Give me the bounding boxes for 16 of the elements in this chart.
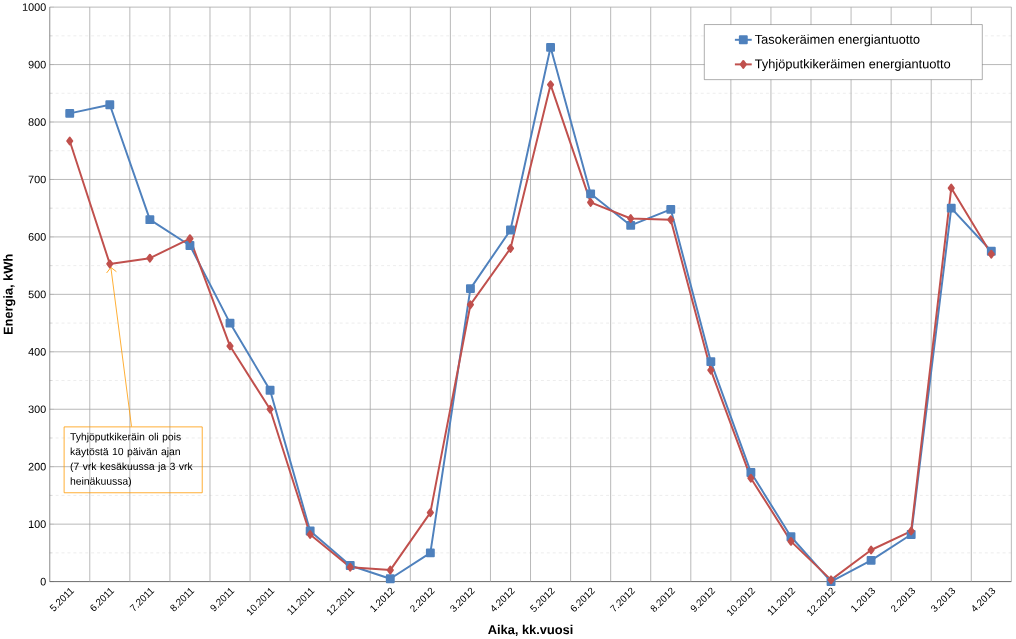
y-tick-label: 900: [28, 60, 46, 69]
y-tick-label: 200: [28, 462, 46, 471]
y-tick-label: 100: [28, 520, 46, 528]
legend-label: Tasokeräimen energiantuotto: [754, 34, 920, 47]
annotation: Tyhjöputkikeräin oli pois käytöstä 10 päivän ajan (7 vrk kesäkuussa ja 3 vrk heinäkuussa): [70, 432, 193, 487]
y-tick-label: 800: [28, 118, 46, 126]
y-tick-label: 500: [28, 290, 46, 299]
y-tick-label: 0: [40, 577, 46, 586]
y-axis-title: Energia, kWh: [3, 254, 16, 334]
y-tick-label: 1000: [22, 3, 46, 11]
legend-label: Tyhjöputkikeräimen energiantuotto: [754, 58, 951, 71]
y-tick-label: 600: [28, 232, 46, 241]
y-tick-label: 300: [28, 405, 46, 413]
y-tick-label: 700: [28, 175, 46, 184]
y-tick-label: 400: [28, 347, 46, 356]
x-axis-title: Aika, kk.vuosi: [488, 624, 573, 636]
